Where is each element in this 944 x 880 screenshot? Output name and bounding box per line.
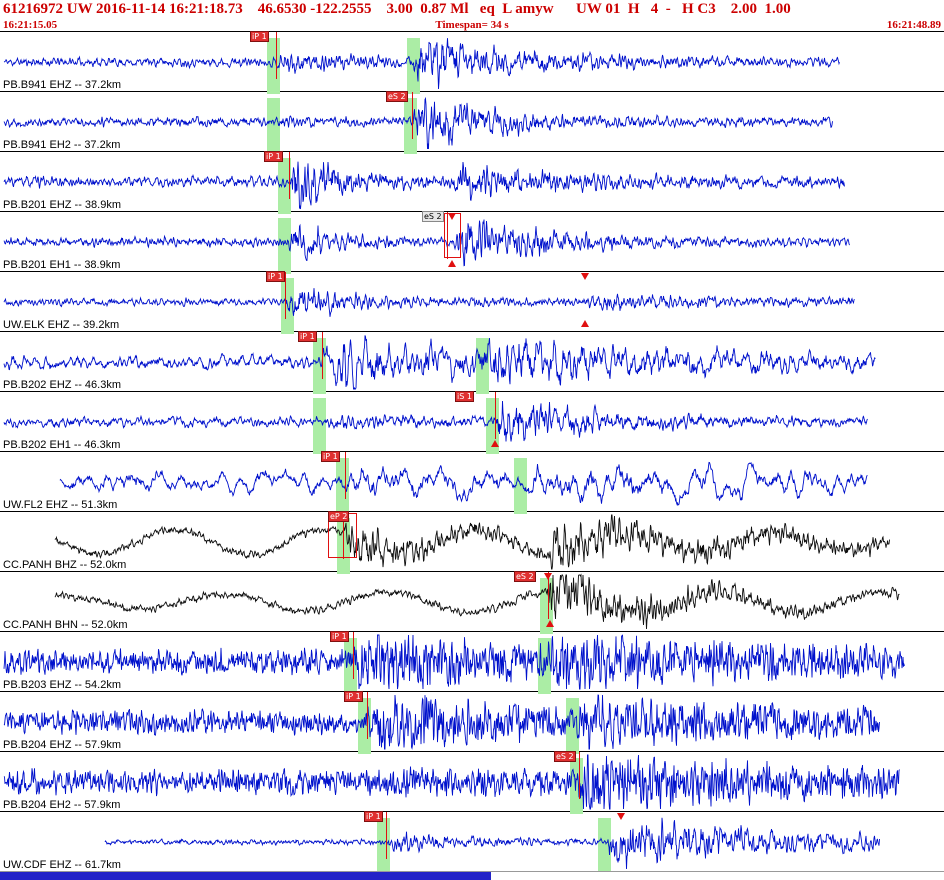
pick-flag-icon[interactable] bbox=[448, 213, 456, 220]
trace-row-6[interactable]: iP 1 PB.B202 EHZ -- 46.3km bbox=[0, 331, 944, 394]
phase-pick-line[interactable] bbox=[289, 152, 290, 199]
station-label: PB.B202 EH1 -- 46.3km bbox=[3, 439, 121, 451]
trace-area: iP 1 PB.B941 EHZ -- 37.2km eS 2 PB.B941 EH2… bbox=[0, 31, 944, 874]
phase-pick-label[interactable]: iP 1 bbox=[330, 631, 349, 642]
timespan-label: Timespan= 34 s bbox=[435, 19, 509, 31]
station-label: PB.B201 EH1 -- 38.9km bbox=[3, 259, 121, 271]
waveform-trace[interactable] bbox=[0, 812, 944, 872]
pick-flag-icon[interactable] bbox=[581, 320, 589, 327]
phase-pick-line[interactable] bbox=[276, 32, 277, 79]
station-label: CC.PANH BHZ -- 52.0km bbox=[3, 559, 127, 571]
station-label: PB.B941 EH2 -- 37.2km bbox=[3, 139, 121, 151]
station-label: PB.B201 EHZ -- 38.9km bbox=[3, 199, 121, 211]
phase-pick-line[interactable] bbox=[367, 692, 368, 739]
trace-row-12[interactable]: iP 1 PB.B204 EHZ -- 57.9km bbox=[0, 691, 944, 754]
station-label: PB.B204 EHZ -- 57.9km bbox=[3, 739, 121, 751]
phase-pick-label[interactable]: iP 1 bbox=[364, 811, 383, 822]
station-label: PB.B204 EH2 -- 57.9km bbox=[3, 799, 121, 811]
trace-row-2[interactable]: eS 2 PB.B941 EH2 -- 37.2km bbox=[0, 91, 944, 154]
phase-pick-label[interactable]: iP 1 bbox=[264, 151, 283, 162]
event-header: 61216972 UW 2016-11-14 16:21:18.73 46.65… bbox=[3, 1, 791, 17]
phase-pick-line[interactable] bbox=[447, 212, 448, 259]
scrollbar-thumb[interactable] bbox=[0, 872, 491, 880]
horizontal-scrollbar[interactable] bbox=[0, 871, 944, 880]
pick-window-band bbox=[267, 98, 280, 154]
phase-pick-label[interactable]: eS 2 bbox=[514, 571, 536, 582]
trace-row-5[interactable]: iP 1 UW.ELK EHZ -- 39.2km bbox=[0, 271, 944, 334]
trace-row-13[interactable]: eS 2 PB.B204 EH2 -- 57.9km bbox=[0, 751, 944, 814]
phase-pick-label[interactable]: iP 1 bbox=[250, 31, 269, 42]
pick-window-band bbox=[313, 398, 326, 454]
trace-row-10[interactable]: eS 2 CC.PANH BHN -- 52.0km bbox=[0, 571, 944, 634]
phase-pick-label[interactable]: eS 2 bbox=[386, 91, 408, 102]
phase-pick-label[interactable]: eS 2 bbox=[554, 751, 576, 762]
waveform-trace[interactable] bbox=[0, 332, 944, 392]
pick-flag-icon[interactable] bbox=[546, 620, 554, 627]
window-start-time: 16:21:15.05 bbox=[3, 19, 58, 31]
phase-pick-line[interactable] bbox=[353, 632, 354, 679]
waveform-trace[interactable] bbox=[0, 572, 944, 632]
phase-pick-label[interactable]: eS 2 bbox=[422, 211, 444, 222]
station-label: UW.FL2 EHZ -- 51.3km bbox=[3, 499, 118, 511]
pick-flag-icon[interactable] bbox=[617, 813, 625, 820]
phase-pick-line[interactable] bbox=[548, 572, 549, 619]
waveform-trace[interactable] bbox=[0, 632, 944, 692]
trace-row-1[interactable]: iP 1 PB.B941 EHZ -- 37.2km bbox=[0, 31, 944, 94]
trace-row-8[interactable]: iP 1 UW.FL2 EHZ -- 51.3km bbox=[0, 451, 944, 514]
phase-pick-line[interactable] bbox=[285, 272, 286, 319]
trace-row-9[interactable]: eP 2 CC.PANH BHZ -- 52.0km bbox=[0, 511, 944, 574]
waveform-trace[interactable] bbox=[0, 392, 944, 452]
waveform-trace[interactable] bbox=[0, 272, 944, 332]
trace-row-11[interactable]: iP 1 PB.B203 EHZ -- 54.2km bbox=[0, 631, 944, 694]
phase-pick-line[interactable] bbox=[495, 392, 496, 439]
waveform-trace[interactable] bbox=[0, 692, 944, 752]
waveform-trace[interactable] bbox=[0, 212, 944, 272]
pick-flag-icon[interactable] bbox=[544, 573, 552, 580]
station-label: UW.ELK EHZ -- 39.2km bbox=[3, 319, 120, 331]
waveform-trace[interactable] bbox=[0, 452, 944, 512]
pick-flag-icon[interactable] bbox=[448, 260, 456, 267]
trace-row-3[interactable]: iP 1 PB.B201 EHZ -- 38.9km bbox=[0, 151, 944, 214]
pick-window-band bbox=[598, 818, 611, 874]
station-label: PB.B941 EHZ -- 37.2km bbox=[3, 79, 121, 91]
station-label: PB.B202 EHZ -- 46.3km bbox=[3, 379, 121, 391]
phase-pick-label[interactable]: iP 1 bbox=[321, 451, 340, 462]
station-label: CC.PANH BHN -- 52.0km bbox=[3, 619, 128, 631]
phase-pick-line[interactable] bbox=[345, 452, 346, 499]
station-label: UW.CDF EHZ -- 61.7km bbox=[3, 859, 121, 871]
phase-pick-line[interactable] bbox=[343, 512, 344, 559]
waveform-trace[interactable] bbox=[0, 752, 944, 812]
phase-pick-label[interactable]: eP 2 bbox=[328, 511, 350, 522]
trace-row-4[interactable]: eS 2 PB.B201 EH1 -- 38.9km bbox=[0, 211, 944, 274]
waveform-trace[interactable] bbox=[0, 512, 944, 572]
pick-flag-icon[interactable] bbox=[491, 440, 499, 447]
phase-pick-line[interactable] bbox=[412, 92, 413, 139]
time-axis-bar: 16:21:15.05 Timespan= 34 s 16:21:48.89 bbox=[0, 19, 944, 31]
phase-pick-label[interactable]: iP 1 bbox=[266, 271, 285, 282]
station-label: PB.B203 EHZ -- 54.2km bbox=[3, 679, 121, 691]
window-end-time: 16:21:48.89 bbox=[886, 19, 941, 31]
pick-window-band bbox=[278, 218, 291, 274]
phase-pick-line[interactable] bbox=[386, 812, 387, 859]
waveform-trace[interactable] bbox=[0, 92, 944, 152]
waveform-trace[interactable] bbox=[0, 152, 944, 212]
phase-pick-label[interactable]: iS 1 bbox=[455, 391, 474, 402]
phase-pick-line[interactable] bbox=[322, 332, 323, 379]
trace-row-7[interactable]: iS 1 PB.B202 EH1 -- 46.3km bbox=[0, 391, 944, 454]
phase-pick-line[interactable] bbox=[579, 752, 580, 799]
pick-window-band bbox=[566, 698, 579, 754]
trace-row-14[interactable]: iP 1 UW.CDF EHZ -- 61.7km bbox=[0, 811, 944, 874]
pick-flag-icon[interactable] bbox=[581, 273, 589, 280]
waveform-trace[interactable] bbox=[0, 32, 944, 92]
phase-pick-label[interactable]: iP 1 bbox=[344, 691, 363, 702]
phase-pick-label[interactable]: iP 1 bbox=[298, 331, 317, 342]
